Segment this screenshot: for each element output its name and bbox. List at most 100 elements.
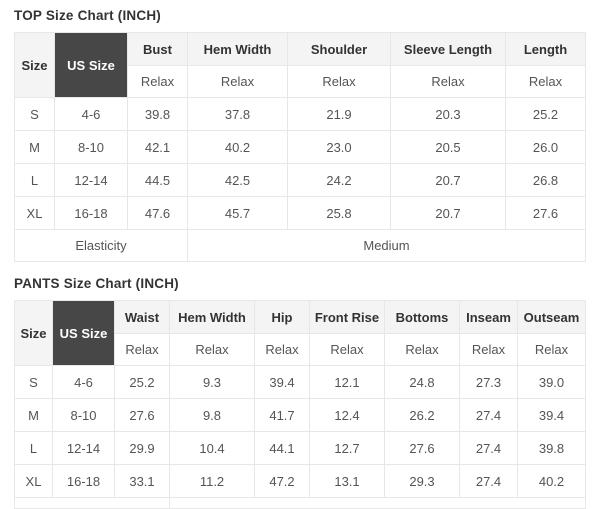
top-size-chart-table: Size US Size Bust Hem Width Shoulder Sle… — [14, 32, 586, 262]
pants-size-column-header: Size — [14, 300, 53, 366]
us-size-cell: 12-14 — [52, 431, 115, 465]
value-cell: 12.7 — [309, 431, 385, 465]
pants-row-xl: XL 16-18 33.1 11.2 47.2 13.1 29.3 27.4 4… — [14, 464, 586, 498]
top-row-m: M 8-10 42.1 40.2 23.0 20.5 26.0 — [14, 130, 586, 164]
value-cell: 29.3 — [384, 464, 460, 498]
value-cell: 27.4 — [459, 398, 518, 432]
value-cell: 47.6 — [127, 196, 188, 230]
pants-fit-cell: Relax — [254, 333, 310, 366]
size-cell: M — [14, 130, 55, 164]
top-column-header-sleeve-length: Sleeve Length — [390, 32, 506, 66]
value-cell: 25.8 — [287, 196, 391, 230]
size-cell: L — [14, 431, 53, 465]
value-cell: 10.4 — [169, 431, 255, 465]
value-cell: 45.7 — [187, 196, 288, 230]
us-size-cell: 4-6 — [52, 365, 115, 399]
pants-column-header-outseam: Outseam — [517, 300, 586, 334]
top-header-row: Size US Size Bust Hem Width Shoulder Sle… — [14, 32, 586, 98]
top-fit-row: Relax Relax Relax Relax Relax — [15, 65, 586, 98]
us-size-cell: 8-10 — [52, 398, 115, 432]
value-cell: 29.9 — [114, 431, 170, 465]
size-cell: L — [14, 163, 55, 197]
top-row-xl: XL 16-18 47.6 45.7 25.8 20.7 27.6 — [14, 196, 586, 230]
pants-column-header-front-rise: Front Rise — [309, 300, 385, 334]
pants-fit-cell: Relax — [309, 333, 385, 366]
pants-row-m: M 8-10 27.6 9.8 41.7 12.4 26.2 27.4 39.4 — [14, 398, 586, 432]
pants-cutoff-row — [14, 497, 586, 509]
top-row-l: L 12-14 44.5 42.5 24.2 20.7 26.8 — [14, 163, 586, 197]
top-us-size-column-header: US Size — [54, 32, 128, 98]
value-cell: 25.2 — [505, 97, 586, 131]
pants-size-chart-table: Size US Size Waist Hem Width Hip Front R… — [14, 300, 586, 509]
pants-fit-cell: Relax — [517, 333, 586, 366]
value-cell: 20.3 — [390, 97, 506, 131]
elasticity-label-cell: Elasticity — [14, 229, 188, 262]
value-cell: 39.8 — [517, 431, 586, 465]
pants-row-s: S 4-6 25.2 9.3 39.4 12.1 24.8 27.3 39.0 — [14, 365, 586, 399]
pants-fit-cell: Relax — [114, 333, 170, 366]
us-size-cell: 16-18 — [54, 196, 128, 230]
value-cell: 13.1 — [309, 464, 385, 498]
top-column-header-shoulder: Shoulder — [287, 32, 391, 66]
pants-column-header-bottoms: Bottoms — [384, 300, 460, 334]
pants-column-header-hip: Hip — [254, 300, 310, 334]
size-cell: S — [14, 365, 53, 399]
pants-column-header-hem-width: Hem Width — [169, 300, 255, 334]
value-cell: 37.8 — [187, 97, 288, 131]
top-elasticity-row: Elasticity Medium — [14, 229, 586, 262]
top-fit-cell: Relax — [127, 65, 188, 98]
top-fit-cell: Relax — [187, 65, 288, 98]
value-cell: 21.9 — [287, 97, 391, 131]
value-cell: 42.5 — [187, 163, 288, 197]
top-column-header-bust: Bust — [127, 32, 188, 66]
value-cell: 33.1 — [114, 464, 170, 498]
top-fit-cell: Relax — [390, 65, 506, 98]
pants-chart-title: PANTS Size Chart (INCH) — [14, 276, 179, 291]
value-cell: 27.6 — [384, 431, 460, 465]
cutoff-cell — [14, 497, 170, 509]
value-cell: 39.8 — [127, 97, 188, 131]
value-cell: 12.4 — [309, 398, 385, 432]
value-cell: 41.7 — [254, 398, 310, 432]
value-cell: 47.2 — [254, 464, 310, 498]
pants-us-size-column-header: US Size — [52, 300, 115, 366]
size-cell: S — [14, 97, 55, 131]
us-size-cell: 16-18 — [52, 464, 115, 498]
value-cell: 9.8 — [169, 398, 255, 432]
value-cell: 27.6 — [505, 196, 586, 230]
top-size-column-header: Size — [14, 32, 55, 98]
value-cell: 27.3 — [459, 365, 518, 399]
top-fit-cell: Relax — [505, 65, 586, 98]
value-cell: 44.1 — [254, 431, 310, 465]
pants-header-row: Size US Size Waist Hem Width Hip Front R… — [14, 300, 586, 366]
pants-fit-cell: Relax — [459, 333, 518, 366]
value-cell: 40.2 — [517, 464, 586, 498]
value-cell: 12.1 — [309, 365, 385, 399]
pants-column-header-waist: Waist — [114, 300, 170, 334]
value-cell: 27.6 — [114, 398, 170, 432]
value-cell: 11.2 — [169, 464, 255, 498]
value-cell: 20.7 — [390, 163, 506, 197]
value-cell: 44.5 — [127, 163, 188, 197]
value-cell: 39.4 — [254, 365, 310, 399]
top-fit-cell: Relax — [287, 65, 391, 98]
pants-row-l: L 12-14 29.9 10.4 44.1 12.7 27.6 27.4 39… — [14, 431, 586, 465]
top-row-s: S 4-6 39.8 37.8 21.9 20.3 25.2 — [14, 97, 586, 131]
pants-fit-cell: Relax — [169, 333, 255, 366]
pants-fit-cell: Relax — [384, 333, 460, 366]
value-cell: 39.4 — [517, 398, 586, 432]
value-cell: 20.7 — [390, 196, 506, 230]
top-column-header-length: Length — [505, 32, 586, 66]
value-cell: 26.8 — [505, 163, 586, 197]
size-cell: XL — [14, 196, 55, 230]
pants-column-header-inseam: Inseam — [459, 300, 518, 334]
value-cell: 39.0 — [517, 365, 586, 399]
top-column-header-hem-width: Hem Width — [187, 32, 288, 66]
value-cell: 26.2 — [384, 398, 460, 432]
value-cell: 27.4 — [459, 431, 518, 465]
value-cell: 24.8 — [384, 365, 460, 399]
value-cell: 24.2 — [287, 163, 391, 197]
cutoff-cell — [169, 497, 586, 509]
value-cell: 27.4 — [459, 464, 518, 498]
